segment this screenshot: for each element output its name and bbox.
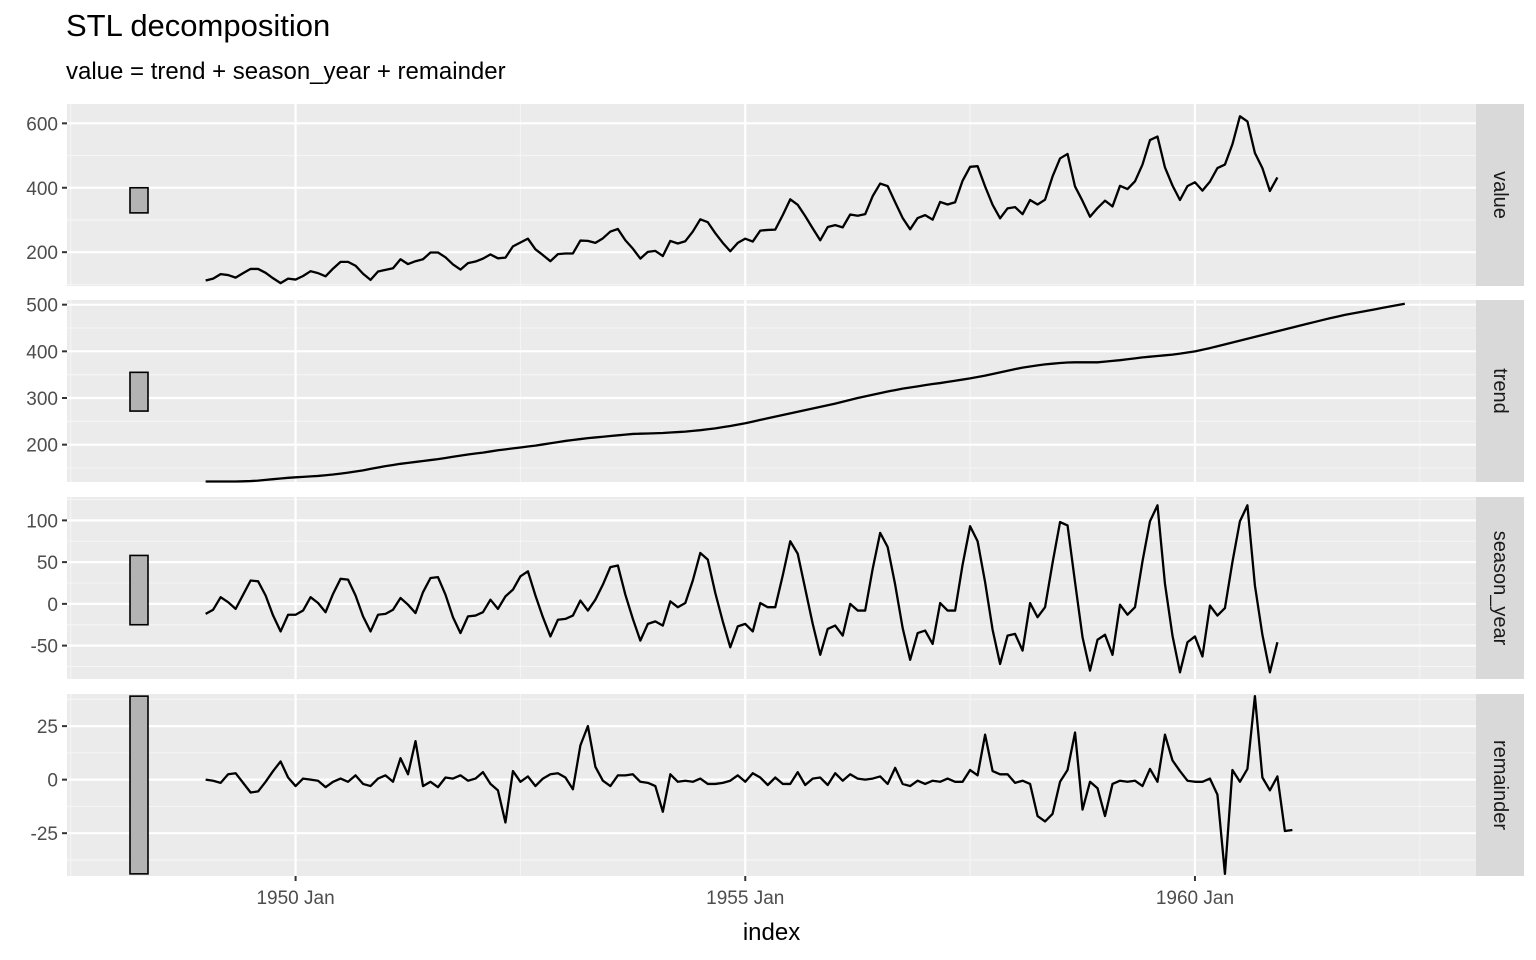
y-tick-label: -25 <box>31 824 58 845</box>
panel-background <box>67 104 1476 286</box>
y-tick-label: 500 <box>26 296 58 317</box>
x-axis-title: index <box>743 919 800 946</box>
facet-strip-label: season_year <box>1489 531 1511 646</box>
y-tick-label: 400 <box>26 342 58 363</box>
facet-strip <box>1476 104 1524 286</box>
facet-strip-label: value <box>1489 171 1511 219</box>
y-tick-label: 400 <box>26 179 58 200</box>
trend-series-line <box>205 302 1406 483</box>
y-tick-label: -50 <box>31 637 58 658</box>
scale-range-bar <box>129 371 149 412</box>
scale-range-bar <box>129 695 149 875</box>
value-series-line <box>205 115 1279 285</box>
chart-subtitle: value = trend + season_year + remainder <box>66 58 506 85</box>
remainder-series-line <box>205 694 1293 876</box>
y-tick-label: 600 <box>26 114 58 135</box>
y-tick-label: 0 <box>47 595 58 616</box>
y-tick-label: 50 <box>37 553 58 574</box>
y-tick-label: 300 <box>26 389 58 410</box>
x-tick-label: 1960 Jan <box>1156 888 1234 909</box>
y-tick-label: 0 <box>47 771 58 792</box>
chart-title: STL decomposition <box>66 8 331 43</box>
x-tick-label: 1955 Jan <box>706 888 784 909</box>
facet-strip <box>1476 497 1524 679</box>
facet-strip-label: remainder <box>1489 740 1511 830</box>
y-tick-label: 100 <box>26 511 58 532</box>
scale-range-bar <box>129 186 149 214</box>
x-tick-label: 1950 Jan <box>256 888 334 909</box>
scale-range-bar <box>129 554 149 626</box>
panel-background <box>67 694 1476 876</box>
facet-strip <box>1476 300 1524 482</box>
y-tick-label: 200 <box>26 436 58 457</box>
y-tick-label: 200 <box>26 243 58 264</box>
y-tick-label: 25 <box>37 717 58 738</box>
season_year-series-line <box>205 504 1279 674</box>
panel-background <box>67 300 1476 482</box>
panel-background <box>67 497 1476 679</box>
facet-strip-label: trend <box>1489 368 1511 414</box>
facet-strip <box>1476 694 1524 876</box>
